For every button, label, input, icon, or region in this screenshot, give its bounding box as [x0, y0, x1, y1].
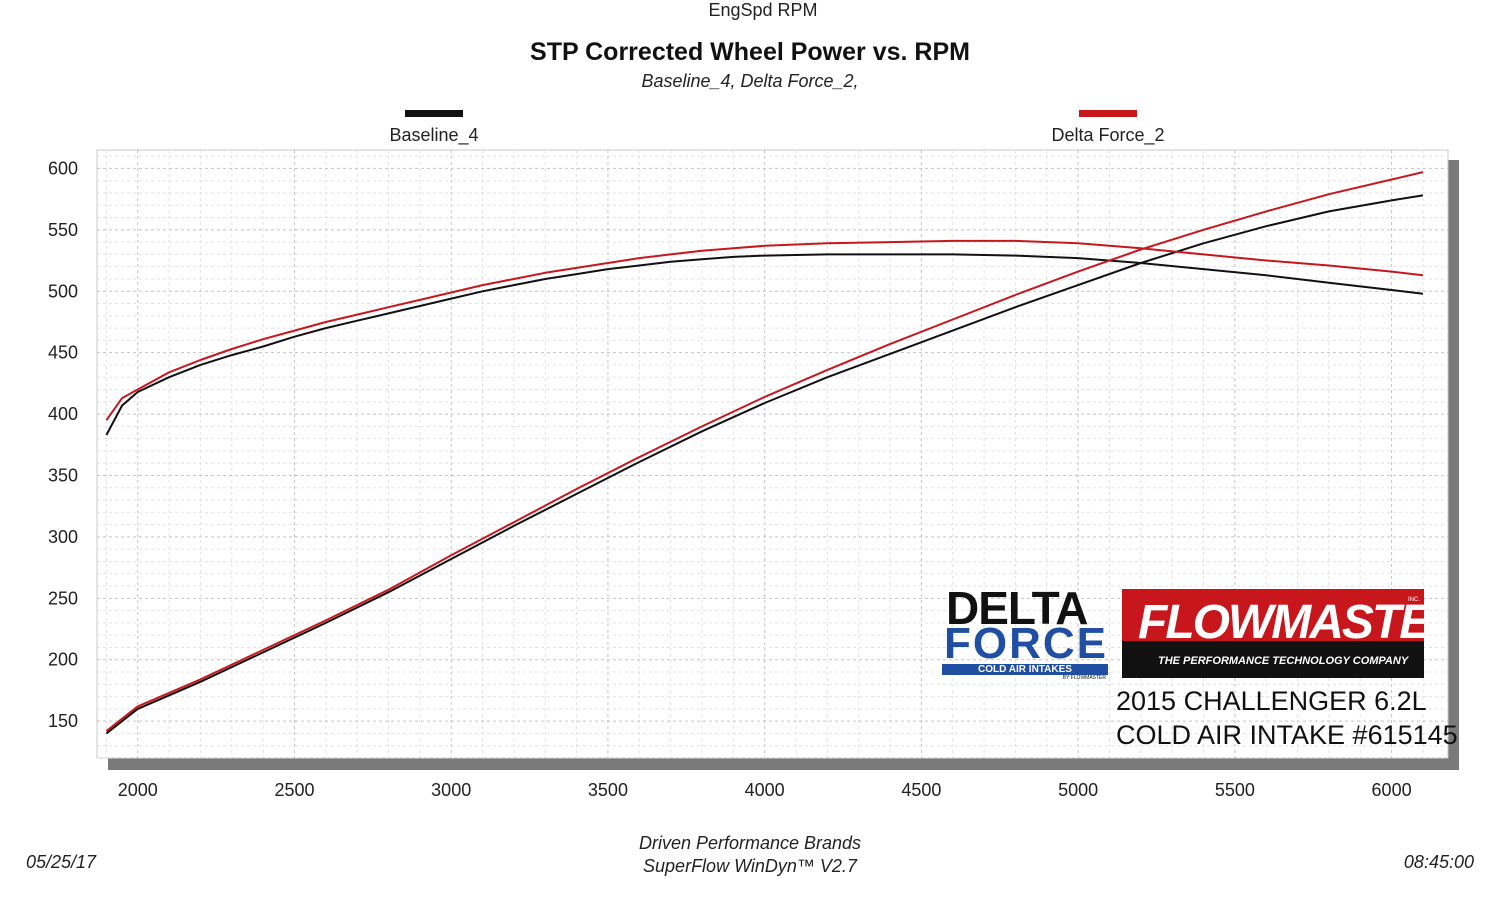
footer-credits: Driven Performance Brands SuperFlow WinD… — [0, 832, 1500, 878]
x-tick-label: 5000 — [1058, 780, 1098, 800]
legend-label-delta-force: Delta Force_2 — [1051, 125, 1165, 145]
series-line-delta-force-power — [105, 171, 1424, 732]
footer-company: Driven Performance Brands — [638, 833, 862, 853]
delta-force-logo-by: BY FLOWMASTER — [1062, 675, 1106, 681]
chart-title: STP Corrected Wheel Power vs. RPM — [530, 38, 970, 66]
delta-force-logo-bar: COLD AIR INTAKES — [942, 664, 1108, 675]
x-tick-label: 5500 — [1215, 780, 1255, 800]
y-tick-label: 600 — [48, 158, 78, 178]
x-tick-label: 3500 — [588, 780, 628, 800]
legend-swatch-delta-force — [1079, 110, 1137, 117]
y-tick-label: 350 — [48, 465, 78, 485]
x-tick-label: 4500 — [901, 780, 941, 800]
series-line-baseline-power — [105, 194, 1424, 735]
delta-force-logo-line1: DELTA — [946, 582, 1088, 634]
y-tick-label: 550 — [48, 220, 78, 240]
y-tick-label: 200 — [48, 650, 78, 670]
series-line-delta-force-torque — [105, 239, 1424, 421]
chart-subtitle: Baseline_4, Delta Force_2, — [641, 71, 859, 91]
delta-force-logo: DELTA FORCE COLD AIR INTAKES BY FLOWMAST… — [940, 582, 1110, 681]
y-tick-label: 400 — [48, 404, 78, 424]
caption-line2: COLD AIR INTAKE #615145 — [1116, 720, 1458, 750]
y-tick-label: 250 — [48, 588, 78, 608]
caption-line1: 2015 CHALLENGER 6.2L — [1116, 686, 1427, 716]
x-axis-label: EngSpd RPM — [708, 0, 818, 20]
y-tick-label: 150 — [48, 711, 78, 731]
flowmaster-logo-red-band — [1122, 589, 1424, 641]
flowmaster-logo-inc: INC. — [1408, 597, 1420, 603]
x-tick-label: 2000 — [118, 780, 158, 800]
x-tick-label: 6000 — [1372, 780, 1412, 800]
flowmaster-logo: FLOWMASTER INC. THE PERFORMANCE TECHNOLO… — [1122, 589, 1424, 678]
delta-force-logo-line2: FORCE — [944, 619, 1108, 668]
x-tick-label: 2500 — [274, 780, 314, 800]
y-tick-label: 450 — [48, 343, 78, 363]
flowmaster-logo-tagline: THE PERFORMANCE TECHNOLOGY COMPANY — [1158, 655, 1409, 667]
x-tick-label: 4000 — [745, 780, 785, 800]
legend-item-baseline: Baseline_4 — [374, 110, 494, 146]
legend-label-baseline: Baseline_4 — [389, 125, 479, 145]
footer-date: 05/25/17 — [26, 852, 97, 872]
y-tick-label: 500 — [48, 281, 78, 301]
vehicle-caption: 2015 CHALLENGER 6.2L COLD AIR INTAKE #61… — [1116, 684, 1458, 752]
footer-software: SuperFlow WinDyn™ V2.7 — [643, 856, 857, 876]
y-tick-label: 300 — [48, 527, 78, 547]
tick-labels: 2000 2500 3000 3500 4000 4500 5000 5500 6000 150 2… — [48, 158, 1412, 800]
legend-swatch-baseline — [405, 110, 463, 117]
flowmaster-logo-word: FLOWMASTER — [1138, 596, 1424, 649]
x-tick-label: 3000 — [431, 780, 471, 800]
legend-item-delta-force: Delta Force_2 — [1038, 110, 1178, 146]
footer-time: 08:45:00 — [1403, 852, 1474, 872]
series-lines — [105, 171, 1424, 735]
